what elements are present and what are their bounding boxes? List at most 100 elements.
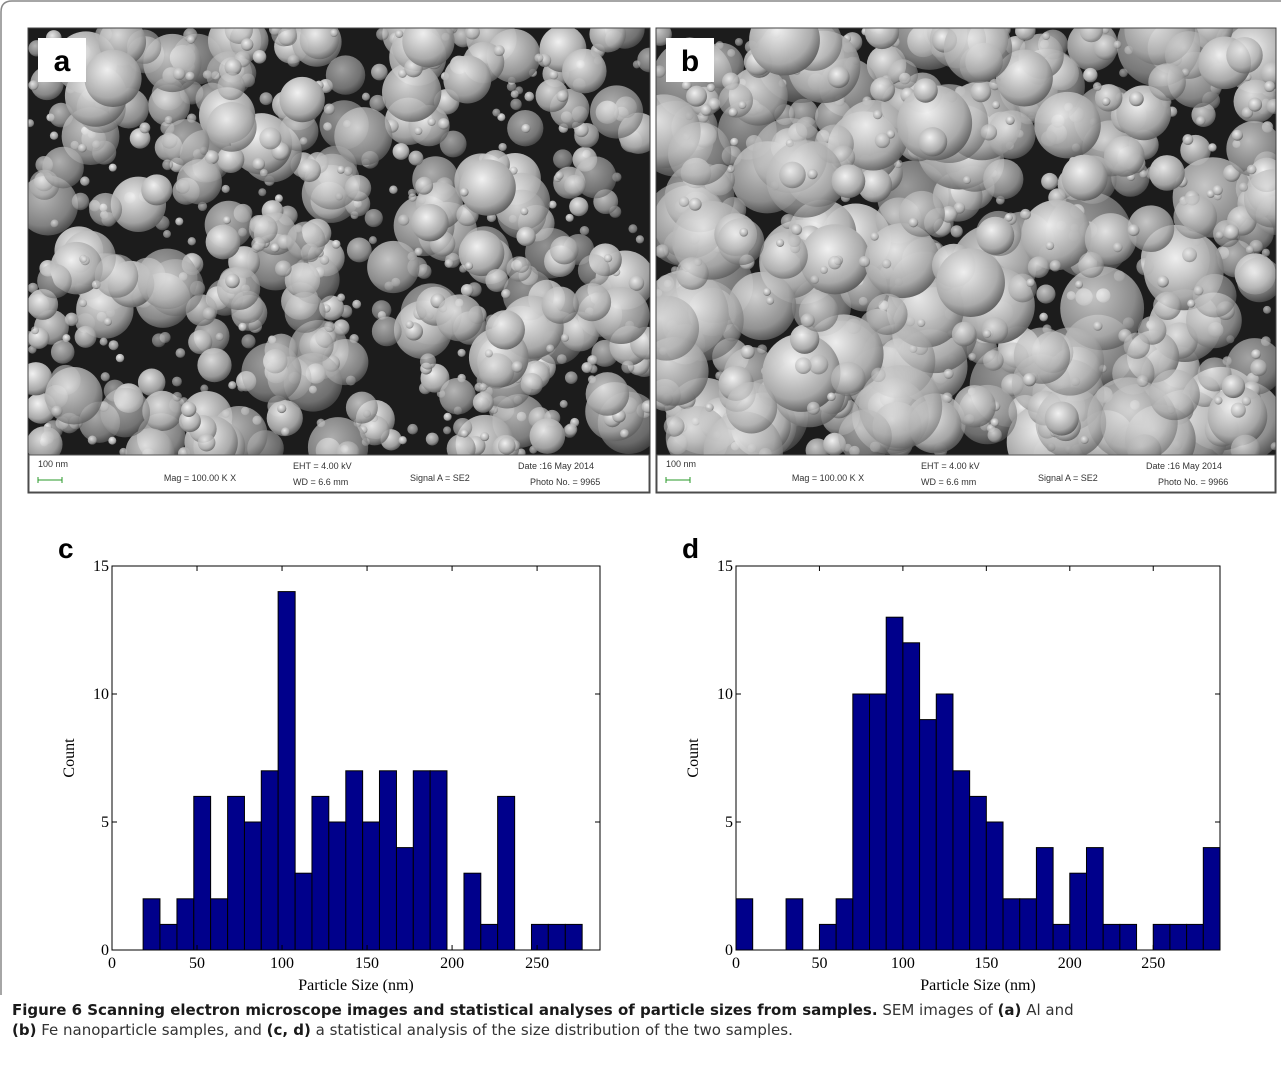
particle [176, 159, 222, 205]
particle [1036, 284, 1056, 304]
particle [115, 353, 125, 363]
particle [564, 423, 578, 436]
particle [464, 28, 480, 40]
particle [108, 340, 119, 351]
sem-image [28, 28, 650, 455]
particle [389, 185, 398, 195]
particle [331, 239, 341, 249]
particle [1039, 312, 1048, 322]
particle [439, 377, 476, 415]
particle [555, 171, 564, 180]
particle [524, 91, 535, 102]
particle [1149, 155, 1185, 191]
particle [1238, 182, 1249, 192]
particle [982, 329, 992, 339]
particle [565, 213, 574, 222]
particle [1080, 435, 1089, 444]
particle [1026, 278, 1035, 288]
info-text: WD = 6.6 mm [921, 477, 976, 487]
particle [200, 384, 209, 393]
particle [726, 165, 735, 174]
bar [294, 872, 313, 951]
particle [181, 401, 197, 418]
particle [185, 71, 195, 81]
particle [74, 325, 97, 348]
particle [323, 103, 335, 115]
particle [1193, 285, 1204, 296]
particle [28, 362, 53, 396]
particle [656, 65, 666, 78]
particle [1136, 375, 1149, 388]
particle [459, 159, 516, 216]
particle [217, 72, 246, 101]
particle [1008, 273, 1037, 303]
particle [89, 192, 123, 226]
particle [686, 85, 708, 107]
particle [1153, 291, 1182, 321]
particle [369, 94, 386, 112]
particle [1212, 185, 1223, 196]
particle [437, 118, 450, 130]
particle [277, 403, 287, 414]
bar [142, 898, 161, 951]
particle [734, 37, 743, 47]
particle [548, 200, 557, 209]
particle [28, 282, 39, 294]
particle [559, 311, 600, 352]
particle [277, 28, 298, 47]
particle [197, 433, 216, 452]
caption-text: a statistical analysis of the size distr… [310, 1021, 793, 1039]
particle [962, 176, 972, 185]
particle [990, 418, 1000, 427]
bar [1119, 923, 1138, 951]
particle [100, 372, 110, 382]
particle [585, 372, 630, 416]
y-tick-label: 10 [717, 686, 733, 703]
particle [99, 337, 108, 346]
y-tick-label: 15 [93, 558, 109, 575]
particle [45, 367, 103, 425]
panel-label: d [682, 533, 699, 564]
particle [706, 83, 716, 93]
particle [37, 263, 72, 299]
particle [443, 412, 452, 421]
particle [681, 80, 692, 91]
bar [885, 616, 904, 951]
particle [163, 230, 172, 239]
particle [28, 80, 39, 91]
particle [807, 168, 818, 180]
particle [50, 340, 75, 364]
particle [443, 55, 492, 104]
info-text: Mag = 100.00 K X [792, 473, 864, 483]
info-bar [28, 454, 650, 493]
particle [520, 207, 529, 216]
info-bar [656, 454, 1276, 493]
particle [1215, 231, 1224, 240]
particle [943, 28, 1013, 83]
particle [286, 221, 326, 261]
particle [950, 225, 963, 238]
particle [484, 349, 493, 358]
particle [408, 150, 424, 166]
particle [628, 224, 638, 234]
particle [359, 415, 390, 446]
scale-bar [665, 477, 691, 483]
particle [259, 168, 268, 177]
caption-text: Fe nanoparticle samples, and [36, 1021, 267, 1039]
particle [549, 70, 559, 80]
particle [656, 295, 700, 361]
particle [917, 127, 948, 157]
particle [371, 63, 388, 81]
particle [857, 167, 893, 203]
particle [479, 353, 515, 389]
particle [1061, 154, 1108, 201]
particle [1103, 135, 1145, 177]
particle [983, 350, 1004, 371]
particle [1251, 349, 1261, 360]
bar [412, 770, 431, 951]
particle [546, 344, 555, 353]
particle [465, 261, 474, 270]
particle [334, 107, 393, 166]
particle [137, 368, 166, 397]
particle [831, 361, 866, 397]
